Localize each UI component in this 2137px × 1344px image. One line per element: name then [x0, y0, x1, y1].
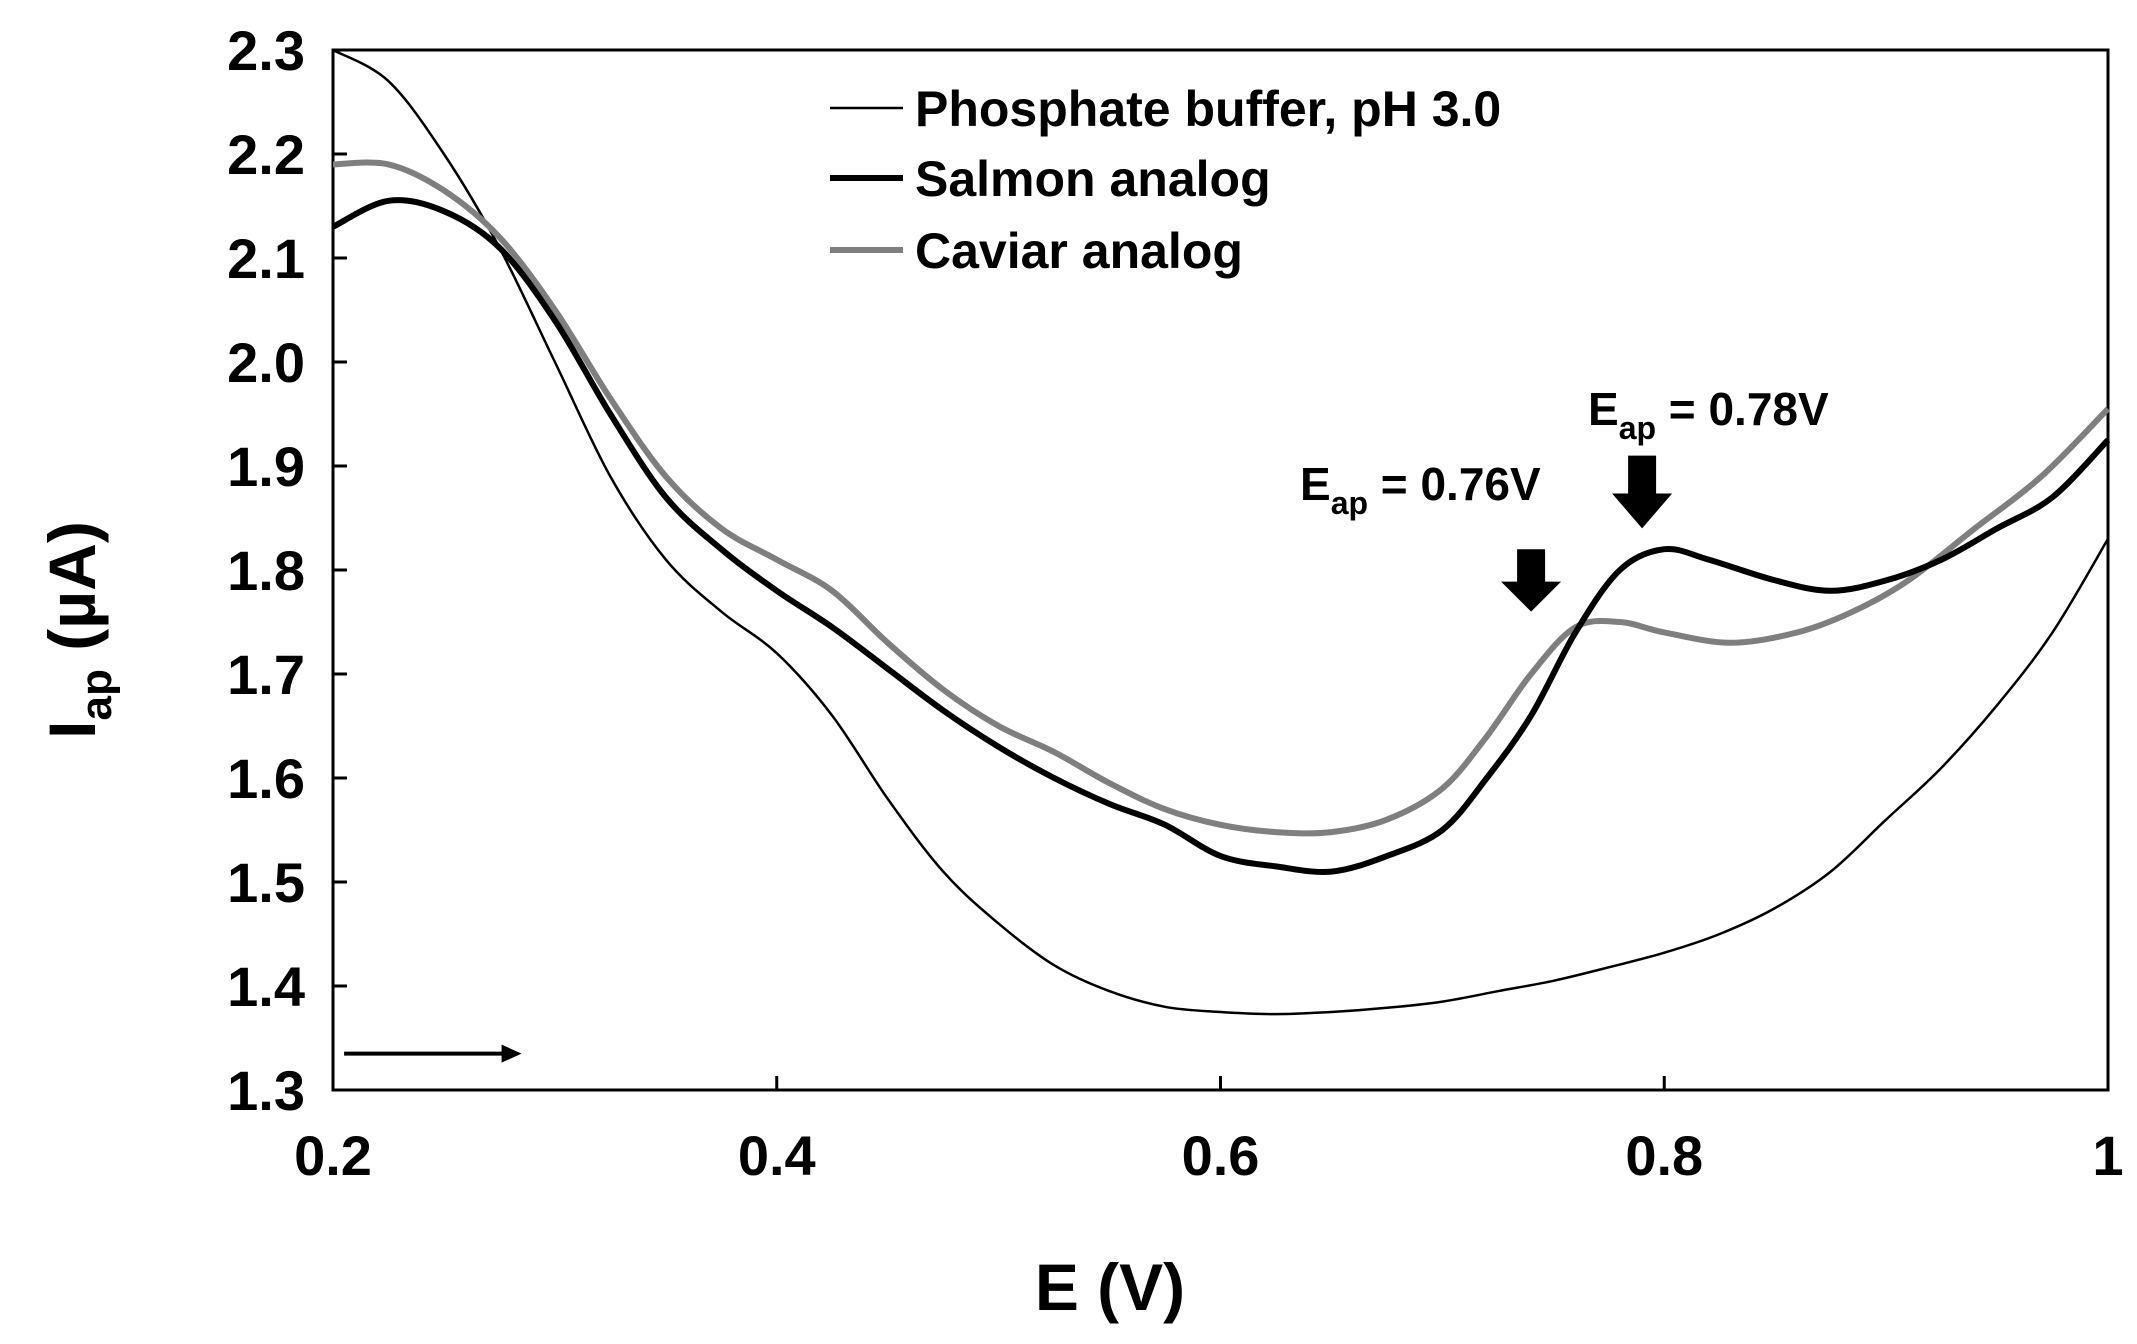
- annotation-arrow-076: [1501, 549, 1562, 612]
- legend-label-salmon: Salmon analog: [915, 151, 1271, 207]
- y-tick-label: 1.8: [227, 539, 305, 602]
- y-tick-label: 1.3: [227, 1059, 305, 1122]
- legend-label-phosphate: Phosphate buffer, pH 3.0: [915, 81, 1501, 137]
- y-tick-label: 2.1: [227, 227, 305, 290]
- scan-direction-arrow: [344, 1044, 522, 1063]
- y-tick-label: 2.3: [227, 19, 305, 82]
- y-tick-label: 1.5: [227, 851, 305, 914]
- y-tick-label: 2.2: [227, 123, 305, 186]
- series-line-phosphate: [332, 48, 2110, 1016]
- series-layer: [331, 48, 2111, 1016]
- y-tick-label: 1.4: [227, 955, 305, 1018]
- legend: Phosphate buffer, pH 3.0 Salmon analog C…: [830, 81, 1501, 279]
- annotation-label-078: Eap = 0.78V: [1588, 383, 1829, 446]
- y-tick-label: 1.6: [227, 747, 305, 810]
- x-axis-ticks: 0.2 0.4 0.6 0.8 1: [294, 1076, 2124, 1187]
- series-line-caviar: [332, 159, 2111, 837]
- y-tick-label: 1.7: [227, 643, 305, 706]
- annotations: Eap = 0.76V Eap = 0.78V: [1300, 383, 1829, 612]
- series-line-salmon: [331, 197, 2111, 875]
- x-tick-label: 0.2: [294, 1124, 372, 1187]
- y-axis-ticks: 1.3 1.4 1.5 1.6 1.7 1.8 1.9 2.0 2.1 2.2 2.3: [227, 19, 347, 1122]
- x-axis-title: E (V): [1035, 1250, 1185, 1324]
- y-axis-title: Iap (µA): [35, 521, 121, 739]
- scan-direction-arrow-head: [501, 1044, 522, 1063]
- x-tick-label: 0.6: [1182, 1124, 1260, 1187]
- annotation-label-076: Eap = 0.76V: [1300, 458, 1541, 521]
- x-tick-label: 0.4: [738, 1124, 816, 1187]
- y-tick-label: 2.0: [227, 331, 305, 394]
- x-tick-label: 1: [2092, 1124, 2123, 1187]
- y-tick-label: 1.9: [227, 435, 305, 498]
- legend-label-caviar: Caviar analog: [915, 223, 1243, 279]
- annotation-arrow-078: [1612, 455, 1673, 529]
- x-tick-label: 0.8: [1625, 1124, 1703, 1187]
